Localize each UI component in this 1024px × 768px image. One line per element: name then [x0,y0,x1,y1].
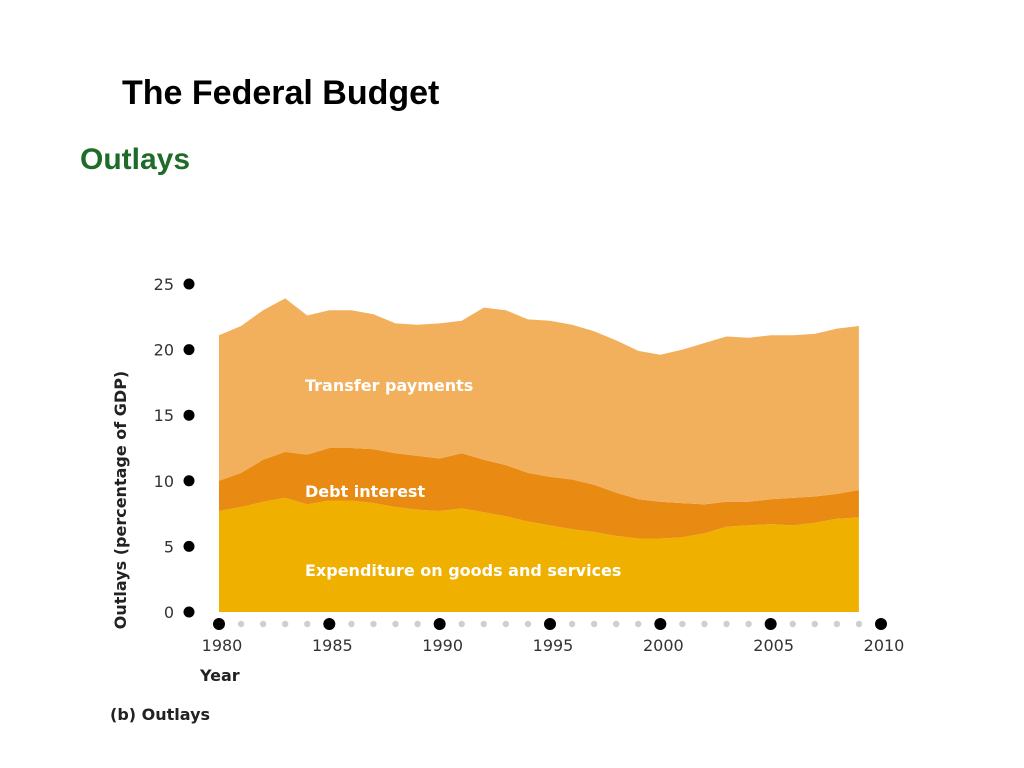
x-minor-dot [392,620,399,628]
y-tick-label: 25 [154,275,174,294]
y-tick-label: 5 [164,537,174,556]
series-label-transfer-payments: Transfer payments [305,376,473,395]
x-tick-dot [875,618,887,630]
x-minor-dot [458,620,465,628]
x-minor-dot [502,620,510,628]
x-tick-label: 1995 [533,636,574,655]
x-axis-title: Year [199,666,240,685]
y-tick-label: 15 [154,406,174,425]
x-minor-dot [237,620,245,628]
x-minor-dot [480,620,487,628]
x-minor-dot [590,620,598,628]
y-tick-dot [183,540,195,552]
x-tick-label: 1985 [312,636,353,655]
x-minor-dot [370,620,377,628]
y-tick-label: 0 [164,603,174,622]
x-minor-dot [745,620,752,628]
area-debt-interest [219,448,859,539]
x-minor-dot [855,620,863,628]
x-tick-label: 2000 [643,636,684,655]
x-minor-dot [679,620,686,628]
x-minor-dot [811,620,818,628]
y-tick-dot [183,606,195,618]
x-minor-dot [282,620,289,628]
y-tick-dot [183,344,195,356]
x-tick-dot [764,618,777,630]
figure-caption: (b) Outlays [110,705,210,724]
x-minor-dot [259,620,267,628]
x-tick-dot [544,618,556,630]
x-tick-label: 1990 [422,636,463,655]
x-minor-dot [304,620,311,628]
y-tick-dot [183,475,195,487]
y-tick-dot [183,278,195,290]
x-tick-label: 2010 [864,636,905,655]
y-axis-title: Outlays (percentage of GDP) [111,371,130,629]
series-label-debt-interest: Debt interest [305,482,425,501]
x-minor-dot [524,620,532,628]
x-minor-dot [635,620,642,628]
x-minor-dot [348,620,355,628]
x-axis: 1980 1985 1990 1995 2000 2005 2010 [202,618,905,655]
y-tick-label: 20 [154,341,174,360]
x-tick-dot [433,618,446,630]
x-minor-dot [613,620,620,628]
slide-subtitle: Outlays [80,143,191,176]
series-labels: Expenditure on goods and services Debt in… [305,376,621,580]
slide-title: The Federal Budget [122,74,440,112]
x-tick-label: 2005 [753,636,794,655]
x-tick-dot [323,618,336,630]
x-minor-dot [789,620,796,628]
x-minor-dot [723,620,730,628]
x-minor-dot [414,620,421,628]
x-minor-dot [568,620,576,628]
area-transfer-payments [219,298,859,505]
x-tick-label: 1980 [202,636,243,655]
x-minor-dot [701,620,708,628]
y-tick-dot [183,409,195,421]
y-tick-label: 10 [154,472,174,491]
area-expenditure-on-goods-and-services [219,497,859,612]
x-tick-dot [213,618,225,630]
x-minor-dot [833,620,841,628]
x-tick-dot [654,618,667,630]
stacked-areas [219,298,859,612]
y-axis: 0 5 10 15 20 25 [154,275,195,622]
series-label-expenditure-on-goods-and-services: Expenditure on goods and services [305,561,621,580]
